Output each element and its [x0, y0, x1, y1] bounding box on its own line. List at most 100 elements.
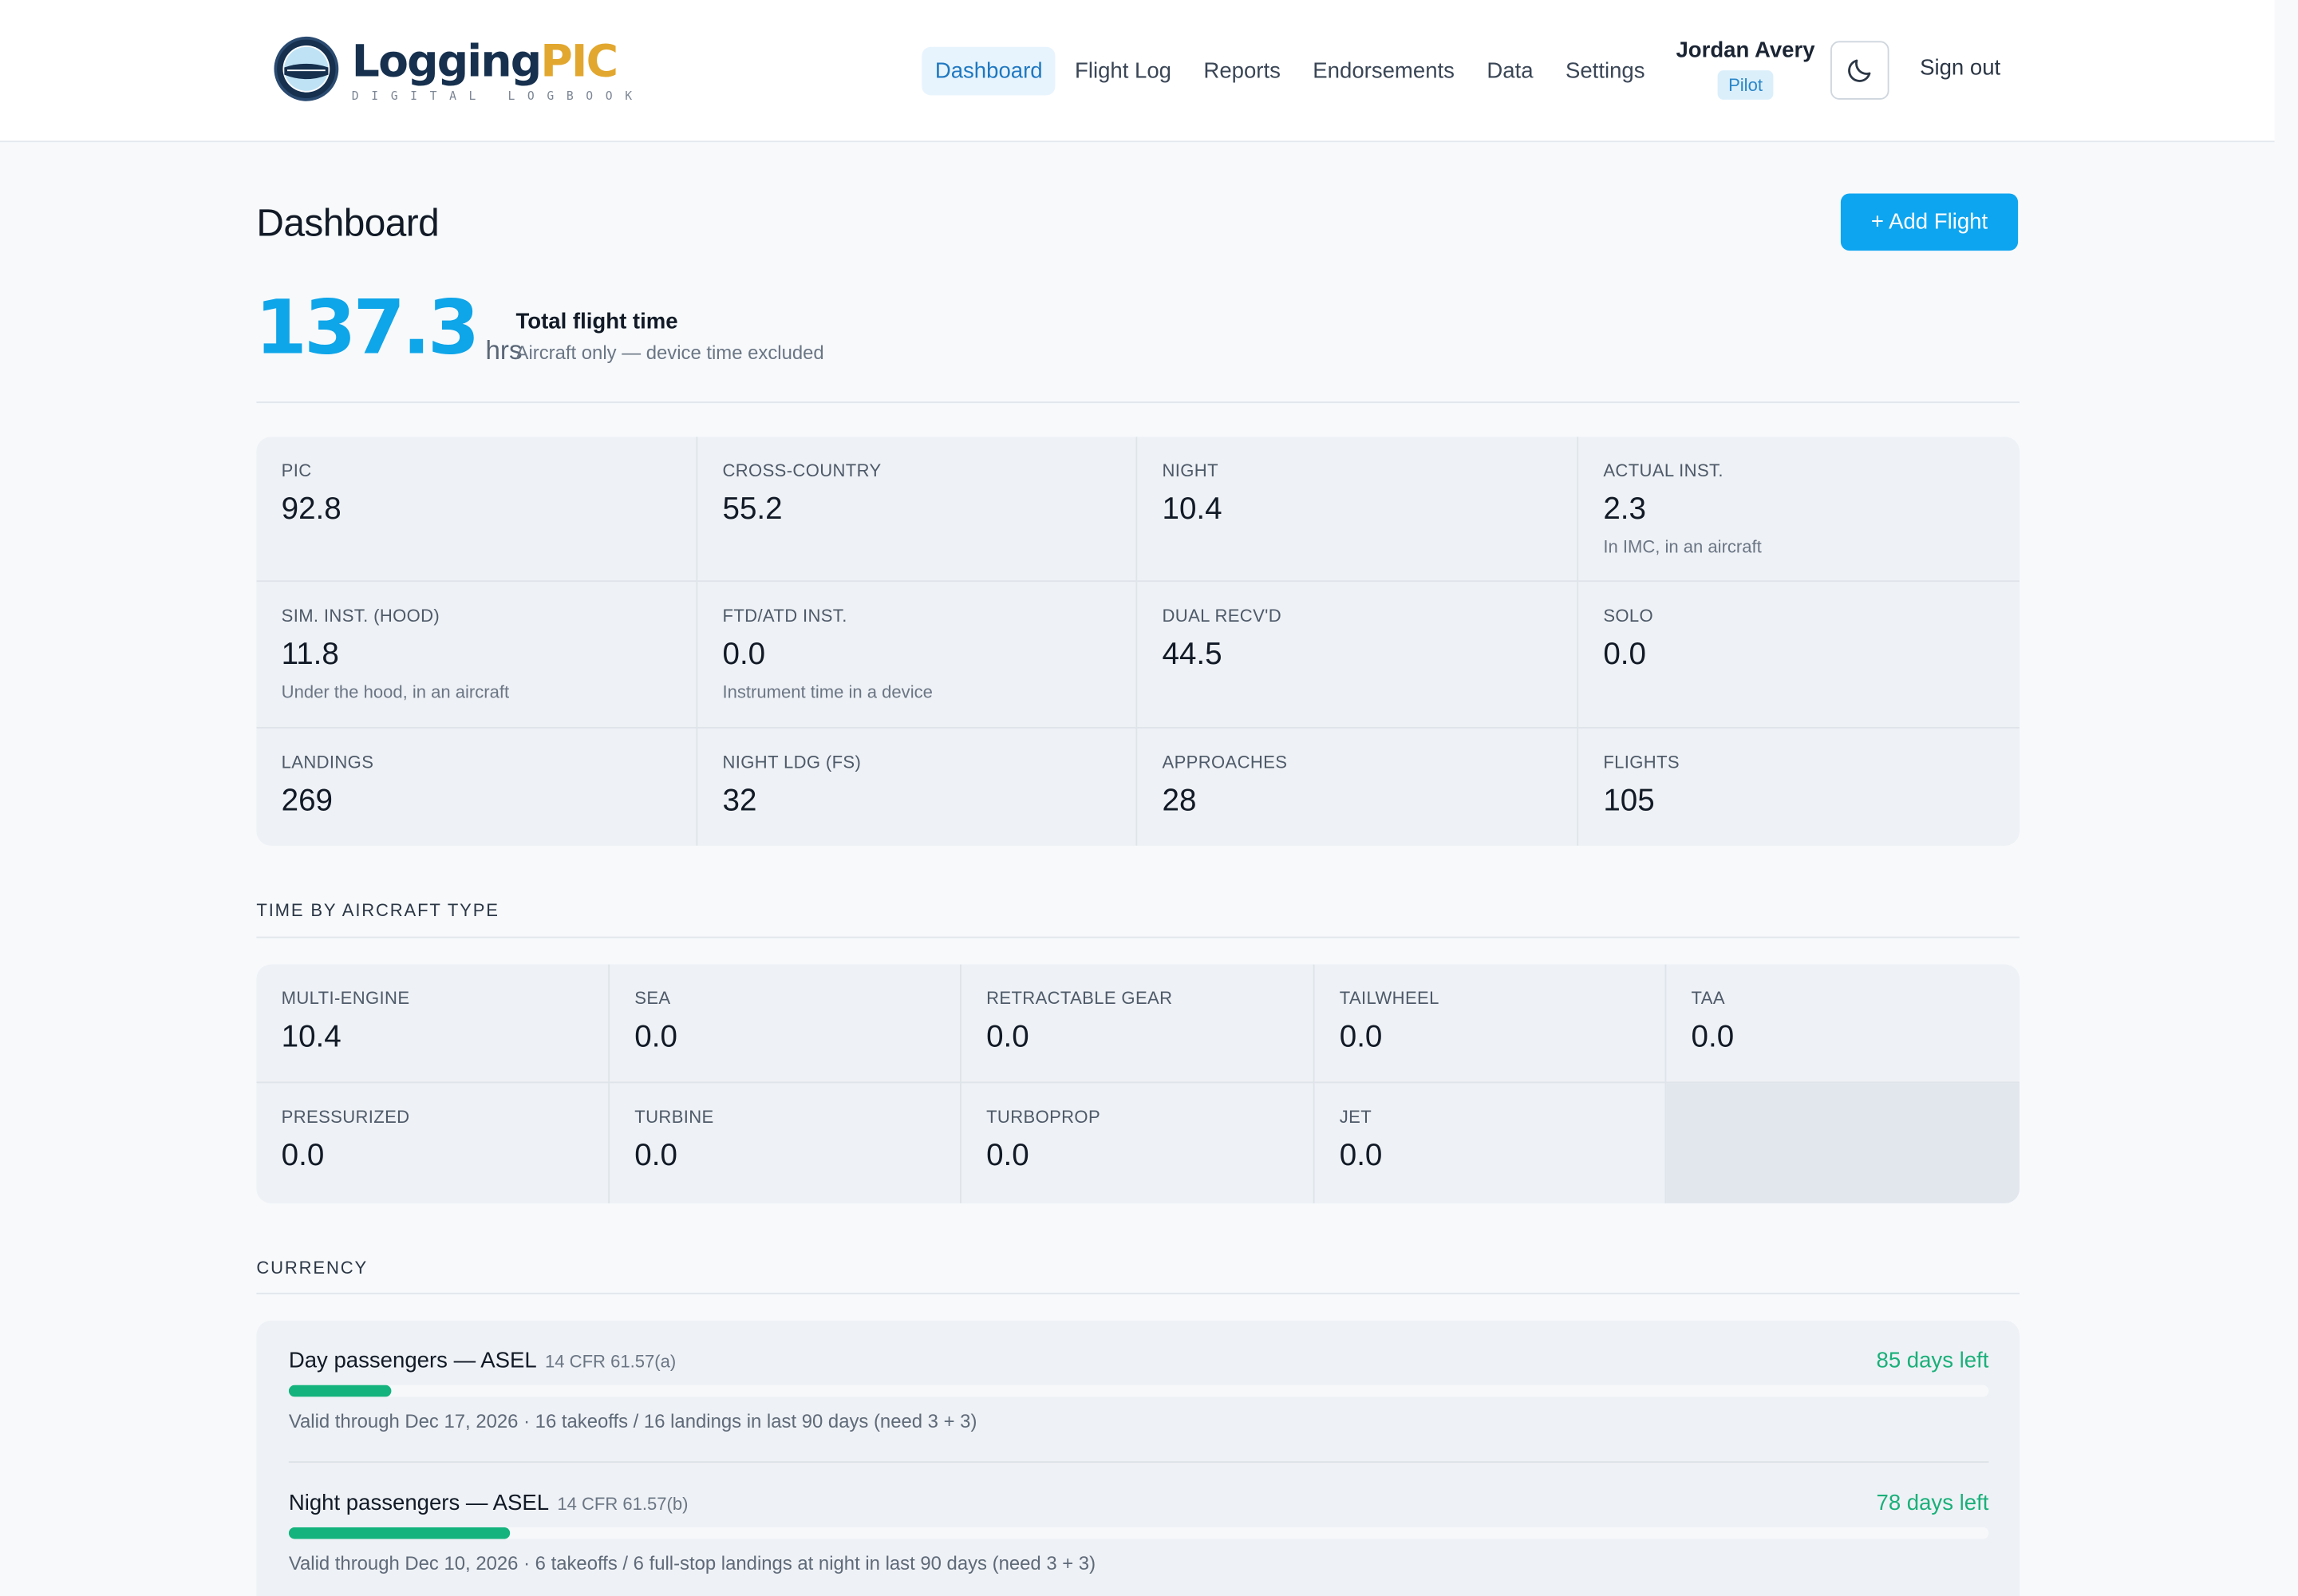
stat-pic: PIC 92.8 [256, 437, 698, 583]
currency-item-night-passengers: Night passengers — ASEL 14 CFR 61.57(b) … [288, 1490, 1989, 1574]
stat-note: In IMC, in an aircraft [1603, 536, 1762, 557]
type-turbine: TURBINE 0.0 [610, 1083, 961, 1203]
currency-progress-fill [288, 1527, 510, 1539]
type-value: 0.0 [1691, 1020, 1735, 1054]
nav-endorsements[interactable]: Endorsements [1313, 57, 1455, 83]
divider [256, 401, 2020, 404]
stat-label: NIGHT LDG (FS) [722, 752, 862, 772]
stat-value: 105 [1603, 784, 1655, 818]
stat-night-landings: NIGHT LDG (FS) 32 [697, 728, 1138, 846]
sign-out-button[interactable]: Sign out [1920, 55, 2001, 81]
user-name: Jordan Avery [1676, 38, 1815, 63]
stat-label: SOLO [1603, 605, 1654, 626]
stat-value: 28 [1162, 784, 1197, 818]
type-label: MULTI-ENGINE [281, 987, 410, 1009]
stats-grid: PIC 92.8 CROSS-COUNTRY 55.2 NIGHT 10.4 ACTU… [256, 437, 2020, 846]
currency-days-left: 85 days left [1876, 1348, 1989, 1373]
type-label: JET [1339, 1106, 1372, 1128]
stat-label: APPROACHES [1162, 752, 1288, 772]
theme-toggle-button[interactable] [1830, 41, 1889, 100]
logo-mark-icon [274, 36, 339, 101]
stat-ftd-inst: FTD/ATD INST. 0.0 Instrument time in a dev… [697, 582, 1138, 729]
brand-tagline: DIGITAL LOGBOOK [351, 89, 645, 103]
stat-label: DUAL RECV'D [1162, 605, 1282, 626]
total-flight-time-note: Aircraft only — device time excluded [515, 341, 824, 364]
stat-value: 10.4 [1162, 492, 1222, 527]
stat-night: NIGHT 10.4 [1137, 437, 1579, 583]
total-hours-value: 137.3 [255, 286, 480, 373]
type-label: RETRACTABLE GEAR [986, 987, 1173, 1009]
nav-data[interactable]: Data [1487, 57, 1534, 83]
nav-reports[interactable]: Reports [1203, 57, 1281, 83]
type-label: SEA [634, 987, 671, 1009]
page-title: Dashboard [256, 200, 440, 245]
currency-days-left: 78 days left [1876, 1490, 1989, 1516]
type-value: 0.0 [634, 1020, 677, 1054]
brand-name-primary: Logging [351, 36, 542, 89]
type-value: 0.0 [986, 1020, 1029, 1054]
type-tailwheel: TAILWHEEL 0.0 [1314, 964, 1667, 1084]
type-label: TAA [1691, 987, 1725, 1009]
top-header: LoggingPIC DIGITAL LOGBOOK Dashboard Fli… [0, 0, 2275, 143]
type-value: 0.0 [281, 1139, 325, 1173]
divider [256, 1292, 2020, 1294]
stat-dual-received: DUAL RECV'D 44.5 [1137, 582, 1579, 729]
type-value: 0.0 [634, 1139, 677, 1173]
stat-value: 11.8 [281, 637, 339, 672]
stat-value: 0.0 [722, 637, 766, 672]
moon-icon [1848, 59, 1871, 82]
stat-label: ACTUAL INST. [1603, 460, 1724, 481]
aircraft-type-grid: MULTI-ENGINE 10.4 SEA 0.0 RETRACTABLE GEAR… [256, 964, 2020, 1203]
total-flight-time: 137.3 hrs [255, 284, 523, 375]
stat-cross-country: CROSS-COUNTRY 55.2 [697, 437, 1138, 583]
empty-cell [1666, 1083, 2020, 1203]
type-pressurized: PRESSURIZED 0.0 [256, 1083, 610, 1203]
stat-value: 44.5 [1162, 637, 1222, 672]
stat-value: 92.8 [281, 492, 342, 527]
logo[interactable]: LoggingPIC DIGITAL LOGBOOK [273, 35, 645, 103]
type-retractable-gear: RETRACTABLE GEAR 0.0 [961, 964, 1315, 1084]
currency-progress-bar [288, 1527, 1989, 1539]
currency-name: Day passengers — ASEL 14 CFR 61.57(a) [289, 1349, 1989, 1373]
type-taa: TAA 0.0 [1666, 965, 2020, 1084]
currency-item-day-passengers: Day passengers — ASEL 14 CFR 61.57(a) 85… [288, 1348, 1989, 1432]
divider [288, 1461, 1989, 1464]
stat-label: FTD/ATD INST. [722, 605, 847, 626]
nav-dashboard[interactable]: Dashboard [922, 45, 1056, 95]
stat-value: 55.2 [722, 492, 783, 527]
stat-approaches: APPROACHES 28 [1137, 728, 1579, 846]
type-value: 0.0 [1339, 1020, 1383, 1054]
type-value: 0.0 [986, 1139, 1029, 1173]
currency-section-title: CURRENCY [256, 1257, 369, 1278]
type-label: TURBINE [634, 1106, 714, 1128]
currency-name: Night passengers — ASEL 14 CFR 61.57(b) [289, 1491, 1989, 1515]
type-value: 0.0 [1339, 1139, 1383, 1173]
brand-name: LoggingPIC [352, 38, 645, 88]
stat-value: 269 [281, 784, 334, 818]
type-jet: JET 0.0 [1315, 1083, 1667, 1203]
stat-label: NIGHT [1162, 460, 1218, 481]
currency-title: Day passengers — ASEL [288, 1348, 536, 1373]
add-flight-button[interactable]: + Add Flight [1840, 193, 2019, 251]
main-nav: Dashboard Flight Log Reports Endorsement… [922, 44, 1664, 97]
currency-detail: Valid through Dec 17, 2026 · 16 takeoffs… [288, 1409, 977, 1432]
total-hours-unit: hrs [485, 335, 523, 365]
stat-flights: FLIGHTS 105 [1578, 729, 2020, 846]
divider [256, 936, 2020, 938]
stat-value: 32 [722, 784, 757, 818]
aircraft-type-section-title: TIME BY AIRCRAFT TYPE [256, 899, 499, 921]
user-role-badge: Pilot [1718, 70, 1773, 100]
total-flight-time-label: Total flight time [515, 309, 678, 334]
type-label: TAILWHEEL [1339, 987, 1439, 1009]
stat-label: LANDINGS [281, 752, 374, 772]
type-value: 10.4 [281, 1020, 342, 1054]
nav-settings[interactable]: Settings [1565, 57, 1645, 83]
stat-sim-inst: SIM. INST. (HOOD) 11.8 Under the hood, in … [256, 582, 698, 729]
stat-label: FLIGHTS [1603, 752, 1680, 772]
stat-landings: LANDINGS 269 [256, 728, 698, 846]
nav-flight-log[interactable]: Flight Log [1075, 57, 1172, 83]
stat-value: 0.0 [1603, 637, 1646, 672]
currency-panel: Day passengers — ASEL 14 CFR 61.57(a) 85… [256, 1320, 2020, 1596]
stat-note: Under the hood, in an aircraft [281, 681, 510, 702]
stat-label: PIC [281, 460, 312, 481]
